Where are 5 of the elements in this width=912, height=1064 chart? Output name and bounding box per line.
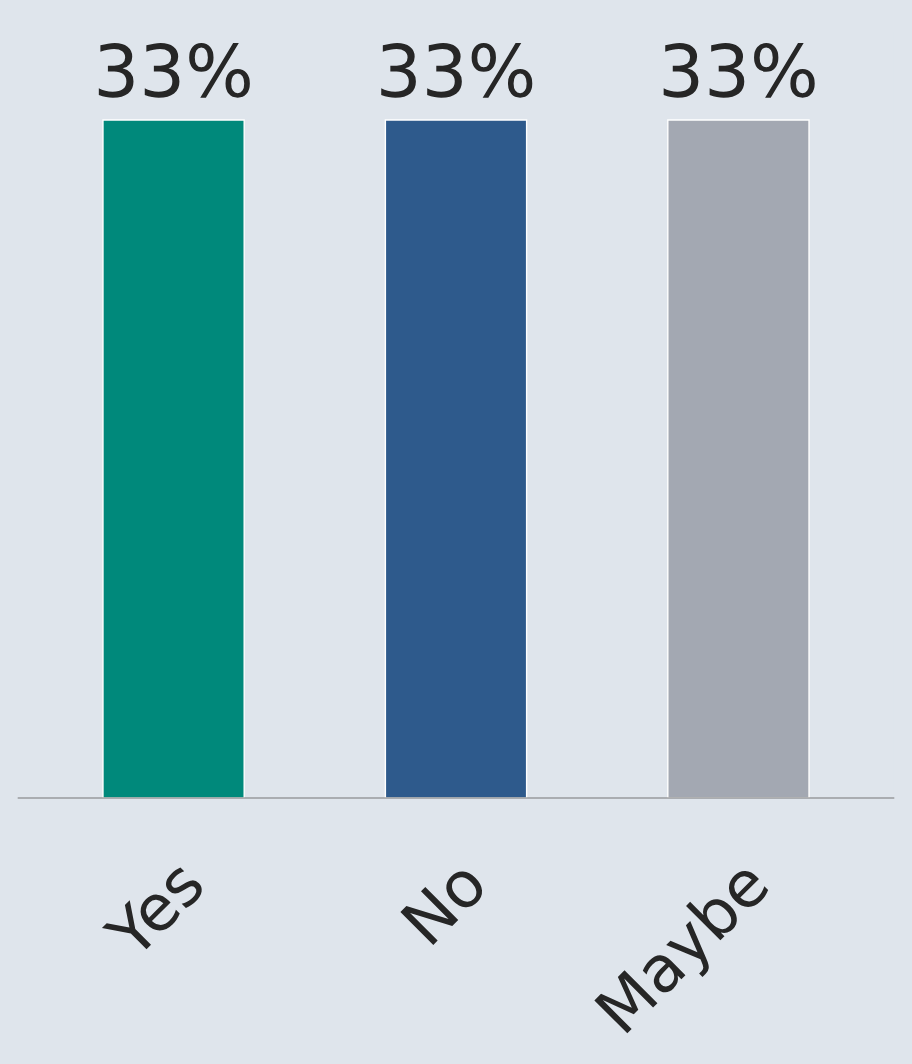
x-tick-label: Yes — [101, 857, 207, 962]
data-label: 33% — [98, 43, 250, 98]
x-tick-label: No — [400, 857, 489, 946]
data-label: 33% — [663, 43, 815, 98]
data-label: 33% — [381, 43, 533, 98]
